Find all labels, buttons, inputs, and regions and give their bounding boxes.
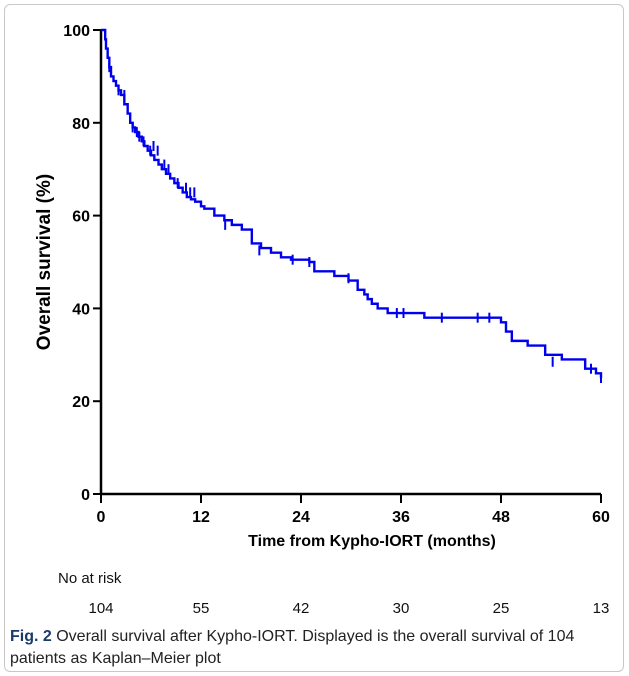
risk-value: 13 bbox=[592, 600, 610, 617]
km-plot: 0 20 40 60 80 100 0 12 24 36 48 60 Overall surviva… bbox=[34, 23, 610, 550]
risk-value: 104 bbox=[88, 600, 114, 617]
y-tick-label: 20 bbox=[72, 394, 90, 411]
plot-axes bbox=[99, 30, 601, 496]
x-tick-label: 24 bbox=[292, 509, 310, 526]
figure-caption: Fig. 2 Overall survival after Kypho-IORT… bbox=[10, 626, 610, 670]
figure-caption-text: Overall survival after Kypho-IORT. Displ… bbox=[10, 628, 575, 667]
risk-table-title: No at risk bbox=[58, 570, 122, 587]
risk-value: 25 bbox=[492, 600, 510, 617]
x-tick-label: 48 bbox=[492, 509, 510, 526]
y-tick-label: 40 bbox=[72, 301, 90, 318]
x-axis-title: Time from Kypho-IORT (months) bbox=[248, 533, 496, 550]
censor-marks bbox=[108, 62, 602, 383]
y-tick-label: 0 bbox=[81, 487, 90, 504]
x-tick-label: 0 bbox=[97, 509, 106, 526]
x-tick-label: 36 bbox=[392, 509, 410, 526]
figure-frame bbox=[4, 4, 624, 672]
y-axis-title: Overall survival (%) bbox=[34, 174, 55, 350]
x-ticks: 0 12 24 36 48 60 bbox=[97, 494, 610, 526]
y-tick-label: 100 bbox=[63, 23, 90, 40]
y-tick-label: 80 bbox=[72, 116, 90, 133]
risk-value: 55 bbox=[192, 600, 210, 617]
figure-label: Fig. 2 bbox=[10, 628, 52, 645]
y-ticks: 0 20 40 60 80 100 bbox=[63, 23, 101, 504]
x-tick-label: 12 bbox=[192, 509, 210, 526]
survival-curve bbox=[101, 28, 603, 378]
y-tick-label: 60 bbox=[72, 209, 90, 226]
risk-value: 30 bbox=[392, 600, 410, 617]
x-tick-label: 60 bbox=[592, 509, 610, 526]
risk-value: 42 bbox=[292, 600, 310, 617]
